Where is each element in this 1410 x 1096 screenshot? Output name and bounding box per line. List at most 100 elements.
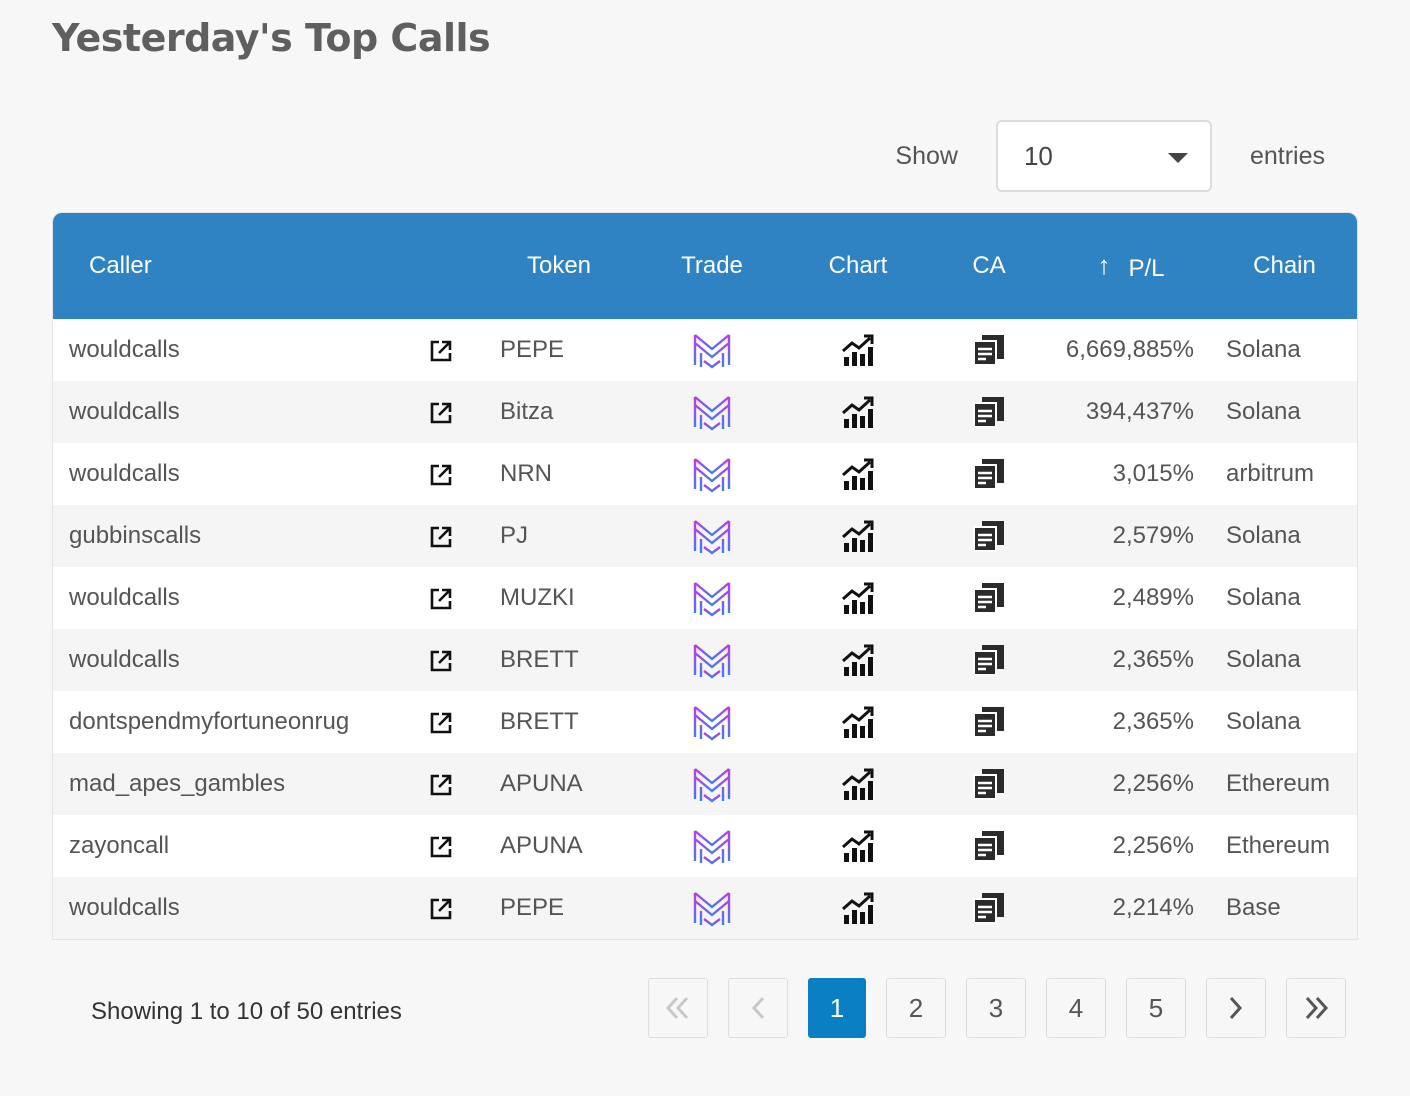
- caller-link-button[interactable]: [398, 691, 484, 753]
- chain-name: Base: [1226, 894, 1281, 921]
- chart-button[interactable]: [790, 691, 926, 753]
- chart-button[interactable]: [790, 877, 926, 939]
- column-header-token[interactable]: Token: [526, 252, 592, 279]
- trade-logo-icon: [692, 892, 732, 927]
- column-header-chart[interactable]: Chart: [828, 252, 888, 279]
- chart-growth-icon: [841, 396, 875, 428]
- first-page-button[interactable]: [648, 978, 708, 1038]
- copy-address-button[interactable]: [926, 815, 1052, 877]
- caller-link-button[interactable]: [398, 629, 484, 691]
- table-row: wouldcalls NRN 3,015% arbitrum: [53, 443, 1357, 505]
- chart-growth-icon: [841, 830, 875, 862]
- trade-button[interactable]: [634, 629, 790, 691]
- caller-link-button[interactable]: [398, 815, 484, 877]
- show-label: Show: [895, 141, 958, 170]
- chart-button[interactable]: [790, 319, 926, 381]
- table-row: wouldcalls Bitza 394,437% Solana: [53, 381, 1357, 443]
- copy-address-button[interactable]: [926, 691, 1052, 753]
- chart-button[interactable]: [790, 815, 926, 877]
- entries-length-control: Show 10 entries: [895, 120, 1325, 192]
- copy-address-button[interactable]: [926, 629, 1052, 691]
- copy-address-button[interactable]: [926, 877, 1052, 939]
- trade-button[interactable]: [634, 505, 790, 567]
- profit-loss: 2,579%: [1112, 522, 1194, 549]
- copy-address-button[interactable]: [926, 505, 1052, 567]
- chart-growth-icon: [841, 334, 875, 366]
- trade-button[interactable]: [634, 815, 790, 877]
- previous-page-button[interactable]: [728, 978, 788, 1038]
- page-button-3[interactable]: 3: [966, 978, 1026, 1038]
- chart-button[interactable]: [790, 567, 926, 629]
- table-row: wouldcalls PEPE 2,214% Base: [53, 877, 1357, 939]
- caller-name: wouldcalls: [69, 460, 180, 487]
- caller-link-button[interactable]: [398, 567, 484, 629]
- trade-button[interactable]: [634, 381, 790, 443]
- chain-name: Ethereum: [1226, 832, 1331, 859]
- chart-button[interactable]: [790, 505, 926, 567]
- chart-growth-icon: [841, 706, 875, 738]
- token-symbol: PEPE: [500, 894, 565, 921]
- caller-link-button[interactable]: [398, 443, 484, 505]
- table-row: zayoncall APUNA 2,256% Ethereum: [53, 815, 1357, 877]
- caller-name: mad_apes_gambles: [69, 770, 286, 797]
- next-page-button[interactable]: [1206, 978, 1266, 1038]
- copy-address-button[interactable]: [926, 443, 1052, 505]
- external-link-icon: [428, 584, 454, 611]
- external-link-icon: [428, 646, 454, 673]
- chevron-down-icon: [1167, 153, 1188, 163]
- caller-link-button[interactable]: [398, 505, 484, 567]
- external-link-icon: [428, 770, 454, 797]
- page-button-2[interactable]: 2: [886, 978, 946, 1038]
- copy-address-icon: [972, 831, 1006, 862]
- caller-name: wouldcalls: [69, 584, 180, 611]
- column-header-chain[interactable]: Chain: [1253, 252, 1316, 279]
- table-row: gubbinscalls PJ 2,579% Solana: [53, 505, 1357, 567]
- column-header-trade[interactable]: Trade: [681, 252, 743, 279]
- caller-name: zayoncall: [69, 832, 170, 859]
- copy-address-button[interactable]: [926, 567, 1052, 629]
- trade-button[interactable]: [634, 877, 790, 939]
- page-button-4[interactable]: 4: [1046, 978, 1106, 1038]
- column-header-caller[interactable]: Caller: [89, 252, 152, 279]
- trade-button[interactable]: [634, 691, 790, 753]
- chevron-left-icon: [751, 996, 765, 1020]
- trade-button[interactable]: [634, 753, 790, 815]
- chart-button[interactable]: [790, 443, 926, 505]
- token-symbol: APUNA: [500, 832, 583, 859]
- trade-button[interactable]: [634, 319, 790, 381]
- copy-address-button[interactable]: [926, 381, 1052, 443]
- table-row: mad_apes_gambles APUNA 2,256% Ethereum: [53, 753, 1357, 815]
- table-row: wouldcalls BRETT 2,365% Solana: [53, 629, 1357, 691]
- table-row: wouldcalls MUZKI 2,489% Solana: [53, 567, 1357, 629]
- profit-loss: 2,489%: [1112, 584, 1194, 611]
- trade-button[interactable]: [634, 567, 790, 629]
- copy-address-icon: [972, 893, 1006, 924]
- profit-loss: 3,015%: [1112, 460, 1194, 487]
- trade-logo-icon: [692, 706, 732, 741]
- caller-link-button[interactable]: [398, 753, 484, 815]
- chart-button[interactable]: [790, 381, 926, 443]
- chain-name: Solana: [1226, 522, 1301, 549]
- profit-loss: 2,365%: [1112, 708, 1194, 735]
- caller-link-button[interactable]: [398, 319, 484, 381]
- caller-name: dontspendmyfortuneonrug: [69, 708, 350, 735]
- entries-select[interactable]: 10: [995, 120, 1212, 192]
- caller-link-button[interactable]: [398, 877, 484, 939]
- column-header-pl[interactable]: ↑ P/L: [1052, 213, 1210, 319]
- copy-address-icon: [972, 769, 1006, 800]
- column-header-ca[interactable]: CA: [972, 252, 1006, 279]
- copy-address-button[interactable]: [926, 319, 1052, 381]
- token-symbol: BRETT: [500, 646, 579, 673]
- chart-button[interactable]: [790, 629, 926, 691]
- external-link-icon: [428, 460, 454, 487]
- page-button-5[interactable]: 5: [1126, 978, 1186, 1038]
- page-button-1[interactable]: 1: [808, 978, 866, 1038]
- chart-button[interactable]: [790, 753, 926, 815]
- caller-link-button[interactable]: [398, 381, 484, 443]
- profit-loss: 2,214%: [1112, 894, 1194, 921]
- chain-name: Solana: [1226, 584, 1301, 611]
- copy-address-button[interactable]: [926, 753, 1052, 815]
- trade-button[interactable]: [634, 443, 790, 505]
- last-page-button[interactable]: [1286, 978, 1346, 1038]
- chain-name: Ethereum: [1226, 770, 1331, 797]
